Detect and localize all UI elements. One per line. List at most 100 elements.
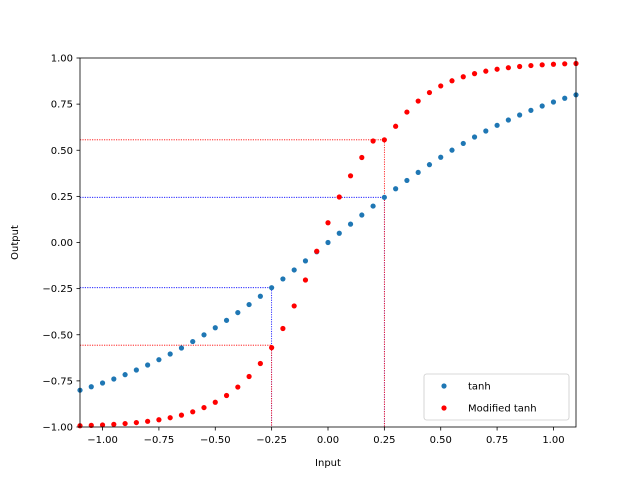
data-point bbox=[370, 203, 376, 209]
data-point bbox=[336, 230, 342, 236]
data-point bbox=[528, 62, 534, 69]
data-point bbox=[517, 63, 523, 70]
data-point bbox=[438, 154, 444, 160]
data-point bbox=[111, 421, 117, 427]
data-point bbox=[449, 147, 455, 153]
data-point bbox=[539, 62, 545, 68]
data-point bbox=[370, 138, 376, 144]
data-point bbox=[438, 83, 444, 89]
data-point bbox=[178, 345, 185, 351]
data-point bbox=[111, 376, 117, 382]
x-tick-label: −1.00 bbox=[87, 435, 118, 446]
y-axis-label: Output bbox=[10, 225, 21, 260]
legend-box bbox=[423, 373, 570, 421]
data-point bbox=[223, 392, 230, 399]
data-point bbox=[269, 285, 275, 291]
data-point bbox=[325, 239, 331, 246]
x-tick-label: −0.75 bbox=[144, 435, 175, 446]
data-point bbox=[460, 140, 466, 147]
y-tick-label: 0.25 bbox=[51, 192, 73, 203]
x-axis-label: Input bbox=[315, 458, 341, 469]
data-point bbox=[246, 301, 252, 308]
data-point bbox=[190, 409, 196, 415]
legend-marker bbox=[441, 383, 447, 389]
data-point bbox=[122, 372, 128, 378]
x-tick-label: 0.75 bbox=[486, 435, 508, 446]
data-point bbox=[517, 112, 523, 118]
x-axis-ticks: −1.00 −0.75 −0.50 −0.25 0.00 0.25 0.50 0.75 1.00 bbox=[87, 427, 565, 446]
data-point bbox=[449, 78, 455, 84]
x-tick-label: −0.50 bbox=[200, 435, 231, 446]
series-tanh bbox=[77, 92, 579, 393]
data-point bbox=[302, 277, 309, 283]
y-tick-label: −0.75 bbox=[42, 376, 73, 387]
data-point bbox=[167, 415, 173, 421]
x-tick-label: 0.50 bbox=[430, 435, 452, 446]
data-point bbox=[156, 417, 162, 423]
legend-label: Modified tanh bbox=[468, 404, 537, 415]
data-point bbox=[336, 194, 342, 200]
data-point bbox=[550, 99, 557, 105]
data-point bbox=[167, 351, 173, 357]
data-point bbox=[539, 103, 545, 109]
data-point bbox=[302, 258, 309, 264]
y-tick-label: 0.00 bbox=[51, 238, 73, 249]
y-tick-label: 1.00 bbox=[51, 54, 73, 65]
data-point bbox=[426, 162, 433, 168]
data-point bbox=[562, 61, 568, 67]
data-point bbox=[415, 169, 421, 176]
data-point bbox=[483, 128, 489, 134]
data-point bbox=[133, 367, 139, 373]
data-point bbox=[99, 380, 106, 386]
data-point bbox=[201, 404, 207, 411]
data-point bbox=[381, 137, 387, 143]
data-point bbox=[257, 360, 263, 367]
data-point bbox=[471, 71, 478, 77]
data-point bbox=[145, 362, 151, 368]
data-point bbox=[212, 399, 218, 405]
data-point bbox=[393, 186, 399, 192]
data-point bbox=[494, 122, 500, 128]
data-point bbox=[190, 338, 196, 345]
data-point bbox=[99, 422, 106, 428]
data-point bbox=[471, 134, 478, 140]
data-point bbox=[426, 89, 433, 96]
reference-lines bbox=[80, 139, 385, 427]
data-point bbox=[550, 61, 557, 67]
data-point bbox=[235, 384, 241, 390]
data-point bbox=[359, 154, 365, 161]
data-point bbox=[257, 293, 263, 299]
data-point bbox=[562, 95, 568, 101]
data-point bbox=[347, 173, 354, 179]
data-points bbox=[77, 60, 579, 429]
data-point bbox=[494, 66, 500, 72]
data-point bbox=[280, 276, 286, 282]
data-point bbox=[325, 220, 331, 226]
y-tick-label: −1.00 bbox=[42, 423, 73, 434]
data-point bbox=[212, 325, 218, 331]
data-point bbox=[280, 325, 286, 332]
data-point bbox=[291, 303, 297, 309]
data-point bbox=[347, 221, 354, 227]
x-tick-label: 1.00 bbox=[542, 435, 564, 446]
data-point bbox=[88, 384, 94, 390]
y-tick-label: −0.25 bbox=[42, 284, 73, 295]
y-tick-label: 0.50 bbox=[51, 146, 73, 157]
legend-marker bbox=[441, 405, 447, 411]
data-point bbox=[505, 65, 511, 71]
data-point bbox=[483, 68, 489, 74]
y-tick-label: 0.75 bbox=[51, 100, 73, 111]
legend-label: tanh bbox=[468, 382, 491, 393]
data-point bbox=[223, 317, 230, 323]
data-point bbox=[133, 419, 139, 426]
data-point bbox=[415, 98, 421, 104]
data-point bbox=[122, 420, 128, 427]
data-point bbox=[404, 177, 410, 184]
y-axis-ticks: −1.00 −0.75 −0.50 −0.25 0.00 0.25 0.50 0.75 1.00 bbox=[42, 54, 80, 434]
data-point bbox=[145, 418, 151, 424]
data-point bbox=[291, 267, 297, 273]
data-point bbox=[178, 412, 185, 418]
x-tick-label: 0.00 bbox=[317, 435, 339, 446]
legend: tanh Modified tanh bbox=[423, 373, 570, 421]
